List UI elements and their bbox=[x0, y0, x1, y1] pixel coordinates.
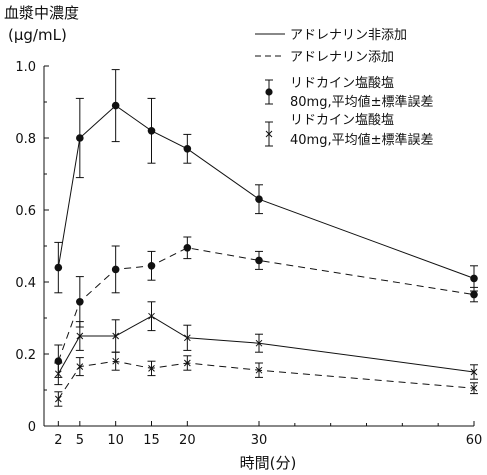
y-axis-title-line2: (μg/mL) bbox=[8, 26, 67, 44]
data-point-cross bbox=[148, 365, 155, 372]
data-point-dot bbox=[111, 101, 120, 110]
legend-dot-label-line1: リドカイン塩酸塩 bbox=[290, 76, 394, 91]
series-line bbox=[57, 360, 475, 400]
data-point-dot bbox=[76, 134, 84, 142]
data-point-cross bbox=[255, 339, 263, 347]
data-point-dot bbox=[183, 244, 192, 252]
legend: アドレナリン非添加 アドレナリン添加 リドカイン塩酸塩 80mg,平均値±標準誤… bbox=[255, 28, 433, 148]
cross-stroke bbox=[76, 363, 84, 370]
cross-stroke bbox=[54, 370, 62, 378]
cross-stroke bbox=[470, 384, 478, 392]
data-point-dot bbox=[183, 145, 192, 153]
legend-solid-label: アドレナリン非添加 bbox=[290, 28, 407, 43]
cross-stroke bbox=[255, 366, 263, 374]
data-point-cross bbox=[148, 312, 155, 320]
data-point-dot bbox=[76, 298, 84, 306]
cross-stroke bbox=[148, 365, 155, 372]
y-axis-title-line1: 血漿中濃度 bbox=[4, 4, 79, 22]
cross-stroke bbox=[112, 357, 120, 365]
data-point-dot bbox=[111, 265, 120, 274]
cross-stroke bbox=[183, 359, 191, 367]
data-point-cross bbox=[255, 366, 263, 374]
cross-stroke bbox=[54, 395, 62, 403]
data-point-dot bbox=[147, 262, 156, 270]
y-tick-label: 0 bbox=[28, 420, 36, 435]
data-point-dot bbox=[255, 195, 263, 203]
data-point-cross bbox=[76, 332, 84, 340]
legend-dot-label-line2: 80mg,平均値±標準誤差 bbox=[290, 94, 433, 110]
y-tick-label: 0.6 bbox=[15, 204, 36, 219]
y-tick-label: 0.4 bbox=[15, 276, 36, 291]
cross-stroke bbox=[470, 368, 478, 376]
cross-stroke bbox=[112, 332, 120, 340]
cross-stroke bbox=[148, 312, 155, 320]
x-tick-label: 2 bbox=[54, 433, 62, 448]
legend-dashed-label: アドレナリン添加 bbox=[290, 50, 394, 65]
data-point-dot bbox=[147, 127, 156, 135]
x-tick-label: 5 bbox=[76, 433, 84, 448]
data-point-cross bbox=[470, 368, 478, 376]
data-point-cross bbox=[54, 370, 62, 378]
x-tick-label: 15 bbox=[143, 433, 160, 448]
data-point-cross bbox=[112, 332, 120, 340]
data-point-cross bbox=[112, 357, 120, 365]
data-point-cross bbox=[76, 363, 84, 370]
series-line bbox=[57, 315, 475, 375]
data-point-cross bbox=[183, 359, 191, 367]
legend-dot-marker bbox=[265, 79, 273, 105]
legend-cross-marker bbox=[265, 121, 273, 147]
axes-layer: 0 0.2 0.4 0.6 0.8 1.0 2 5 10 15 20 30 60 bbox=[15, 60, 482, 448]
series-layer bbox=[54, 69, 478, 407]
x-tick-label: 30 bbox=[251, 433, 268, 448]
cross-stroke bbox=[183, 334, 191, 342]
y-tick-label: 0.8 bbox=[15, 132, 36, 147]
x-tick-label: 10 bbox=[107, 433, 124, 448]
legend-cross-label-line2: 40mg,平均値±標準誤差 bbox=[290, 132, 433, 148]
x-tick-label: 60 bbox=[466, 433, 483, 448]
legend-cross-label-line1: リドカイン塩酸塩 bbox=[290, 113, 394, 128]
data-point-dot bbox=[470, 274, 478, 283]
cross-stroke bbox=[255, 339, 263, 347]
data-point-dot bbox=[470, 290, 478, 299]
cross-stroke bbox=[76, 332, 84, 340]
data-point-cross bbox=[183, 334, 191, 342]
x-axis-title: 時間(分) bbox=[240, 454, 297, 472]
x-tick-label: 20 bbox=[179, 433, 196, 448]
y-tick-label: 0.2 bbox=[15, 348, 36, 363]
data-point-cross bbox=[470, 384, 478, 392]
data-point-cross bbox=[54, 395, 62, 403]
data-point-dot bbox=[54, 263, 63, 272]
data-point-dot bbox=[255, 256, 263, 265]
y-tick-label: 1.0 bbox=[15, 60, 36, 75]
